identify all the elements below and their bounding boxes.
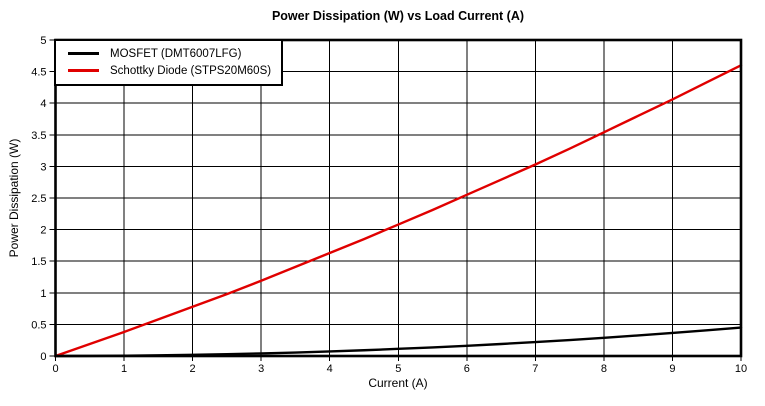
x-tick-label: 10 [735,363,747,375]
y-tick-label: 4 [40,98,46,110]
y-tick-label: 3 [40,161,46,173]
y-tick-label: 1.5 [31,256,46,268]
mosfet-line-swatch [68,52,99,55]
legend-item-schottky: Schottky Diode (STPS20M60S) [68,63,271,78]
x-tick-label: 8 [601,363,607,375]
x-tick-label: 6 [464,363,470,375]
series-line-1 [54,64,743,358]
legend-item-mosfet: MOSFET (DMT6007LFG) [68,46,271,61]
y-tick-label: 2.5 [31,193,46,205]
legend-label-mosfet: MOSFET (DMT6007LFG) [110,47,242,60]
legend: MOSFET (DMT6007LFG) Schottky Diode (STPS… [54,39,284,86]
x-tick-label: 9 [669,363,675,375]
x-tick-label: 7 [532,363,538,375]
x-tick-label: 3 [258,363,264,375]
schottky-line-swatch [68,69,99,72]
x-axis-label: Current (A) [368,376,428,390]
y-tick-label: 1 [40,288,46,300]
y-tick-label: 5 [40,35,46,47]
y-tick-label: 0.5 [31,319,46,331]
y-tick-label: 4.5 [31,67,46,79]
x-tick-label: 0 [52,363,58,375]
x-tick-label: 1 [121,363,127,375]
y-axis-label: Power Dissipation (W) [7,138,21,258]
x-tick-label: 5 [395,363,401,375]
x-tick-label: 4 [327,363,333,375]
x-tick-label: 2 [190,363,196,375]
chart-title: Power Dissipation (W) vs Load Current (A… [271,9,525,23]
y-tick-label: 3.5 [31,130,46,142]
legend-label-schottky: Schottky Diode (STPS20M60S) [110,64,272,77]
plot-border [54,38,743,358]
y-tick-label: 0 [40,351,46,363]
y-tick-label: 2 [40,225,46,237]
